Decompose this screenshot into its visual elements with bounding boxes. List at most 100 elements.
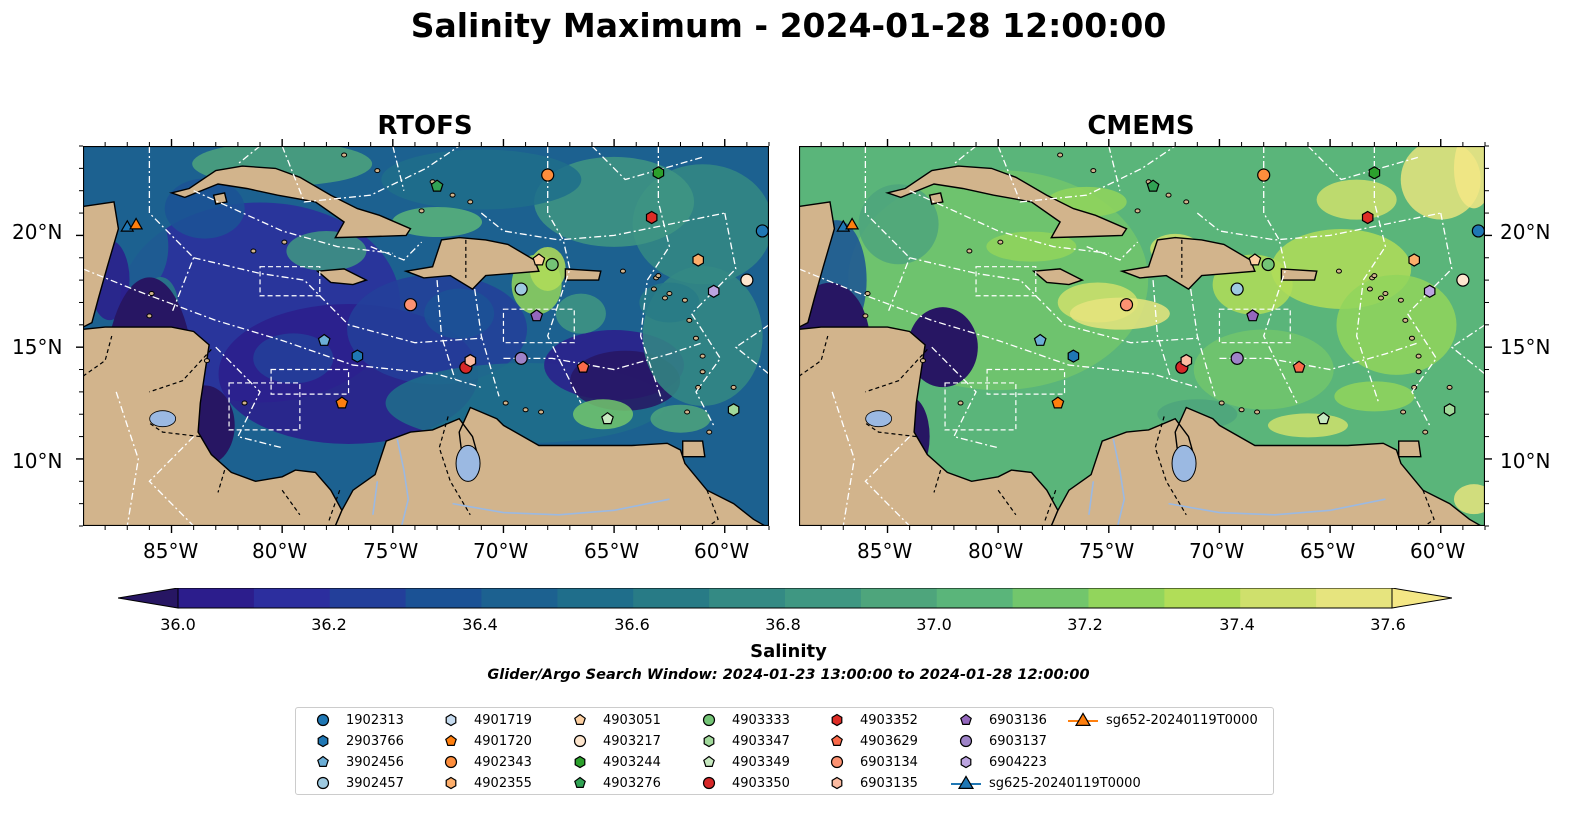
river — [452, 498, 670, 516]
eez-boundary — [83, 268, 482, 389]
legend-marker-circle — [573, 734, 587, 748]
eez-boundary — [1152, 280, 1172, 379]
country-border — [281, 489, 301, 516]
colorbar-segment — [1164, 588, 1241, 608]
legend-item: 6903134 — [820, 752, 918, 772]
platform-sg652-20240119T0000-marker — [845, 217, 860, 230]
circle-marker — [573, 734, 587, 748]
legend-label: 4901719 — [474, 712, 532, 728]
trinidad-land — [682, 440, 706, 458]
river — [1088, 481, 1095, 515]
legend-label: 4903347 — [732, 733, 790, 749]
legend-label: 3902457 — [346, 775, 404, 791]
platform-6903136-marker — [530, 309, 544, 322]
legend-item: 2903766 — [306, 731, 404, 751]
salinity-field-patch — [286, 231, 367, 272]
colorbar-segment — [936, 588, 1014, 608]
cuba-land — [885, 165, 1128, 239]
puerto-rico-land — [564, 268, 602, 281]
country-border — [865, 349, 928, 393]
legend-label: sg625-20240119T0000 — [989, 775, 1141, 791]
legend-item: 4901719 — [434, 710, 532, 730]
platform-6903135-marker — [464, 353, 477, 368]
small-island — [655, 273, 662, 279]
platform-4903051-marker — [532, 253, 546, 266]
eez-boundary — [734, 324, 769, 375]
platform-3902457-marker — [514, 282, 528, 296]
salinity-field-patch — [253, 333, 334, 384]
hexagon-marker — [960, 755, 972, 769]
colorbar-segment — [329, 588, 407, 608]
salinity-field-patch — [907, 307, 978, 388]
country-border — [1422, 490, 1435, 526]
legend-marker-circle — [830, 755, 844, 769]
south-america-land — [1050, 406, 1485, 526]
pentagon-marker — [703, 755, 715, 767]
eez-boundary — [1406, 212, 1453, 426]
platform-4902343-marker — [1257, 168, 1271, 182]
triangle-marker — [1074, 712, 1092, 726]
small-island — [862, 313, 869, 319]
legend: 1902313 2903766 3902456 3902457 4901719 49017… — [295, 707, 1274, 795]
eez-boundary — [909, 190, 1109, 254]
circle-marker — [316, 776, 330, 790]
small-island — [1415, 369, 1422, 375]
salinity-field-patch — [650, 404, 711, 433]
small-island — [341, 152, 348, 158]
colorbar-segment — [633, 588, 710, 608]
small-island — [997, 239, 1004, 245]
legend-marker-hexagon — [317, 734, 329, 748]
platform-3902457-marker — [1230, 282, 1244, 296]
country-border — [328, 490, 341, 522]
hispaniola-land — [403, 236, 540, 290]
platform-1902313-marker — [755, 224, 769, 238]
legend-marker-circle — [702, 713, 716, 727]
puerto-rico-land — [1280, 268, 1318, 281]
small-island — [467, 199, 474, 205]
figure-title: Salinity Maximum - 2024-01-28 12:00:00 — [410, 6, 1167, 45]
jamaica-land — [1031, 268, 1085, 286]
small-island — [1408, 335, 1415, 341]
legend-marker-hexagon — [831, 776, 843, 790]
hexagon-marker — [317, 734, 329, 748]
legend-item: 4903347 — [692, 731, 790, 751]
hexagon-marker — [831, 776, 843, 790]
small-island — [522, 407, 529, 413]
platform-6903135-marker — [1180, 353, 1193, 368]
eez-boundary — [148, 146, 195, 314]
hexagon-marker — [574, 755, 586, 769]
platform-4903349-marker — [1317, 411, 1330, 425]
marine-area-box — [975, 266, 1037, 297]
colorbar-segment — [405, 588, 482, 608]
legend-marker-pentagon — [703, 755, 715, 767]
platform-4903333-marker — [545, 257, 559, 272]
circle-marker — [959, 734, 973, 748]
small-island — [1415, 353, 1422, 359]
legend-marker-circle — [959, 734, 973, 748]
lon-label-60-cmems: 60°W — [1410, 539, 1466, 563]
pentagon-marker — [445, 734, 457, 746]
legend-item: sg652-20240119T0000 — [1066, 710, 1258, 730]
platform-4903051-marker — [1248, 253, 1262, 266]
colorbar-tick: 37.0 — [916, 615, 952, 634]
platform-6903136-marker — [1246, 309, 1260, 322]
lon-label-80-cmems: 80°W — [968, 539, 1024, 563]
platform-6904223-marker — [707, 284, 720, 298]
eez-boundary — [831, 391, 855, 526]
legend-marker-circle — [316, 713, 330, 727]
salinity-field-patch — [424, 288, 495, 339]
eez-boundary — [1450, 324, 1485, 375]
eez-boundary — [690, 212, 737, 426]
small-island — [449, 192, 456, 198]
hexagon-marker — [445, 713, 457, 727]
salinity-field-patch — [392, 207, 483, 237]
colorbar-segment — [481, 588, 558, 608]
colorbar-segment — [1088, 588, 1165, 608]
legend-item: 6904223 — [949, 752, 1047, 772]
platform-4903244-marker — [1368, 166, 1381, 180]
legend-marker-hexagon — [445, 776, 457, 790]
eez-boundary — [1196, 212, 1441, 241]
lat-label-10-right: 10°N — [1500, 449, 1551, 473]
platform-sg652-20240119T0000-marker — [129, 217, 144, 230]
platform-4903217-marker — [740, 273, 754, 287]
